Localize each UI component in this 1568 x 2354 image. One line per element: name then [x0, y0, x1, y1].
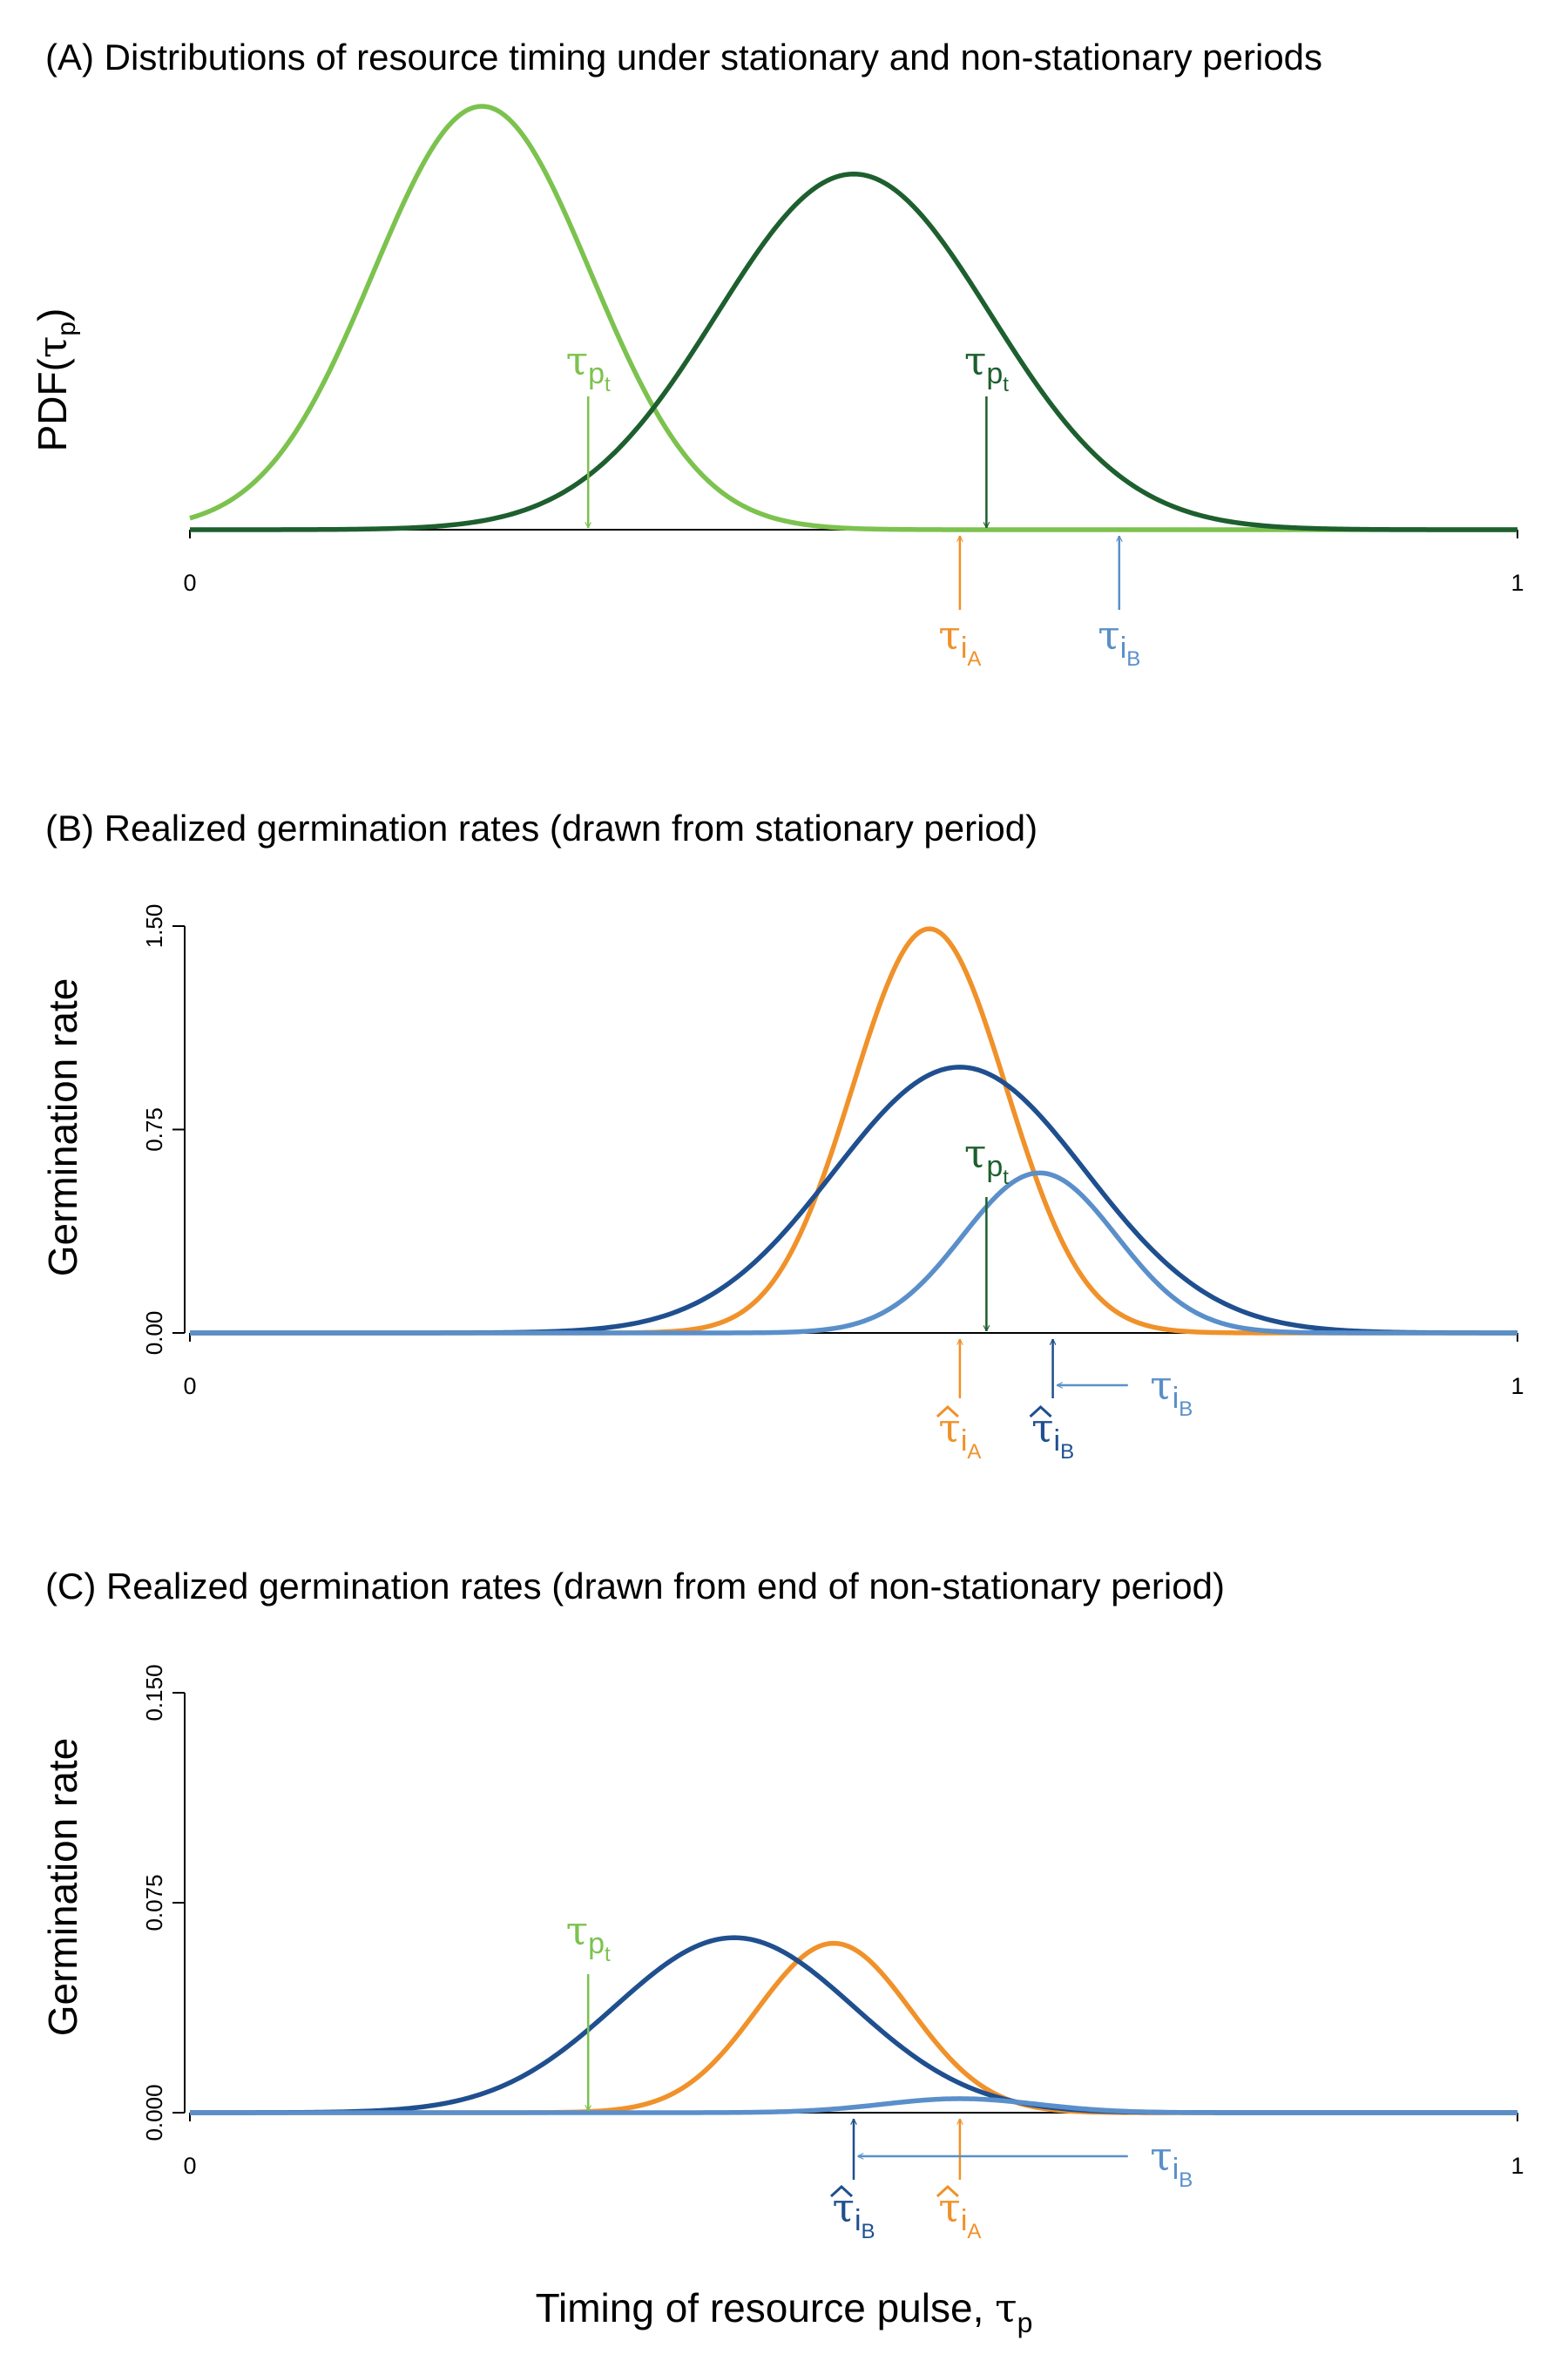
series-line-speciesB_hat	[190, 1935, 1517, 2115]
marker-label-tau-hat-iB: τiB	[1029, 1404, 1074, 1464]
marker-label-tau-hat-iA-text: τiA	[938, 1404, 981, 1464]
marker-label-tau-iA: τiA	[938, 612, 981, 671]
marker-label-tau-hat-iB-subsub: B	[1060, 1440, 1074, 1464]
y-tick-label: 0.150	[141, 1664, 167, 1721]
marker-label-tau-iB: τiB	[1098, 612, 1140, 671]
panel-b-title: (B) Realized germination rates (drawn fr…	[45, 808, 1037, 849]
marker-label-tau-hat-iB-text: τiB	[832, 2184, 875, 2243]
panel-a-ylabel: PDF(τp)	[29, 308, 81, 452]
marker-label-tau-iB-subsub: B	[1126, 647, 1140, 671]
marker-label-tau-hat-iB: τiB	[829, 2184, 875, 2243]
marker-label-tau-iA-subsub: A	[967, 647, 981, 671]
marker-label-tau-iB-symbol: τ	[1098, 612, 1119, 659]
marker-label-tau-pt-nonstationary-sub: p	[986, 357, 1003, 390]
marker-label-tau-pt: τpt	[566, 1907, 611, 1966]
marker-label-tau-pt-sub: p	[986, 1150, 1003, 1183]
marker-label-tau-hat-iB-sub: i	[1054, 1424, 1061, 1458]
x-axis-label-main: Timing of resource pulse,	[536, 2285, 996, 2330]
series-line-stationary	[189, 104, 1517, 532]
x-axis-label: Timing of resource pulse, τp	[536, 2284, 1033, 2338]
y-tick-label: 1.50	[141, 904, 167, 949]
marker-label-tau-pt-sub: p	[588, 1927, 605, 1960]
series-line-speciesB	[190, 1170, 1517, 1336]
shift-arrow-label: τiB	[1150, 1362, 1193, 1421]
panel-c-title: (C) Realized germination rates (drawn fr…	[45, 1566, 1225, 1607]
marker-label-tau-pt-text: τpt	[566, 1907, 611, 1966]
panel-a-ylabel-main: PDF(	[30, 357, 75, 451]
series-line-nonstationary	[190, 172, 1517, 532]
marker-label-tau-pt-stationary: τpt	[566, 337, 611, 396]
marker-label-tau-pt-stationary-symbol: τ	[566, 337, 588, 384]
marker-label-tau-hat-iB-sub: i	[855, 2204, 862, 2237]
marker-label-tau-iB-sub: i	[1120, 632, 1127, 665]
marker-label-tau-hat-iA: τiA	[936, 1404, 981, 1464]
marker-label-tau-pt-nonstationary-subsub: t	[1003, 373, 1009, 396]
y-tick-label: 0.000	[141, 2084, 167, 2141]
marker-label-tau-pt-text: τpt	[964, 1130, 1009, 1189]
marker-label-tau-hat-iB-hat	[1029, 1404, 1052, 1418]
x-tick-label: 0	[183, 2153, 196, 2179]
shift-arrow-label-symbol: τ	[1150, 1362, 1172, 1409]
marker-label-tau-hat-iA-sub: i	[961, 2204, 968, 2237]
shift-arrow-label-text: τiB	[1150, 1362, 1193, 1421]
series-line-speciesA	[190, 926, 1517, 1336]
marker-label-tau-pt-stationary-subsub: t	[605, 373, 611, 396]
marker-label-tau-pt-stationary-sub: p	[588, 357, 605, 390]
panel-a-ylabel-tau: τ	[29, 336, 76, 358]
marker-label-tau-pt-subsub: t	[1003, 1166, 1009, 1189]
x-tick-label: 0	[183, 1373, 196, 1399]
shift-arrow-label-subsub: B	[1179, 1397, 1193, 1421]
marker-label-tau-hat-iA-text: τiA	[938, 2184, 981, 2243]
panel-a-ylabel-sub: p	[52, 321, 81, 336]
x-axis-label-sub: p	[1017, 2307, 1033, 2338]
shift-arrow-label-subsub: B	[1179, 2168, 1193, 2192]
marker-label-tau-hat-iB-text: τiB	[1031, 1404, 1074, 1464]
shift-arrow-label-text: τiB	[1150, 2133, 1193, 2192]
panel-b-ylabel: Germination rate	[40, 978, 85, 1277]
x-tick-label: 0	[183, 570, 196, 596]
y-tick-label: 0.075	[141, 1874, 167, 1931]
panel-a-ylabel-close: )	[30, 308, 75, 321]
x-tick-label: 1	[1511, 570, 1524, 596]
marker-label-tau-pt-nonstationary-text: τpt	[964, 337, 1009, 396]
x-axis-label-tau: τ	[995, 2284, 1017, 2331]
marker-label-tau-pt-subsub: t	[605, 1943, 611, 1966]
marker-label-tau-pt: τpt	[964, 1130, 1009, 1189]
shift-arrow-label-sub: i	[1173, 2153, 1179, 2186]
marker-label-tau-pt-nonstationary-symbol: τ	[964, 337, 986, 384]
marker-label-tau-hat-iB-hat	[829, 2184, 854, 2198]
marker-label-tau-iB-text: τiB	[1098, 612, 1140, 671]
marker-label-tau-hat-iB-subsub: B	[862, 2220, 875, 2243]
marker-label-tau-iA-symbol: τ	[938, 612, 960, 659]
y-tick-label: 0.75	[141, 1107, 167, 1152]
marker-label-tau-hat-iA-hat	[936, 1404, 959, 1418]
series-line-speciesB	[190, 2096, 1517, 2115]
marker-label-tau-hat-iA-subsub: A	[967, 1440, 981, 1464]
series-line-speciesB_hat	[190, 1065, 1517, 1336]
x-tick-label: 1	[1511, 1373, 1524, 1399]
x-tick-label: 1	[1511, 2153, 1524, 2179]
y-tick-label: 0.00	[141, 1311, 167, 1356]
shift-arrow-label-sub: i	[1173, 1382, 1179, 1415]
panel-c-ylabel: Germination rate	[40, 1738, 85, 2037]
marker-label-tau-hat-iA-hat	[936, 2184, 959, 2198]
marker-label-tau-iA-text: τiA	[938, 612, 981, 671]
shift-arrow-label-symbol: τ	[1150, 2133, 1172, 2180]
marker-label-tau-pt-symbol: τ	[566, 1907, 588, 1954]
shift-arrow-label: τiB	[1150, 2133, 1193, 2192]
marker-label-tau-hat-iA: τiA	[936, 2184, 981, 2243]
marker-label-tau-pt-symbol: τ	[964, 1130, 986, 1177]
marker-label-tau-hat-iA-subsub: A	[967, 2220, 981, 2243]
series-line-speciesA	[190, 1940, 1517, 2115]
marker-label-tau-iA-sub: i	[961, 632, 968, 665]
panel-a-title: (A) Distributions of resource timing und…	[45, 37, 1322, 78]
marker-label-tau-pt-nonstationary: τpt	[964, 337, 1009, 396]
marker-label-tau-hat-iA-sub: i	[961, 1424, 968, 1458]
marker-label-tau-pt-stationary-text: τpt	[566, 337, 611, 396]
